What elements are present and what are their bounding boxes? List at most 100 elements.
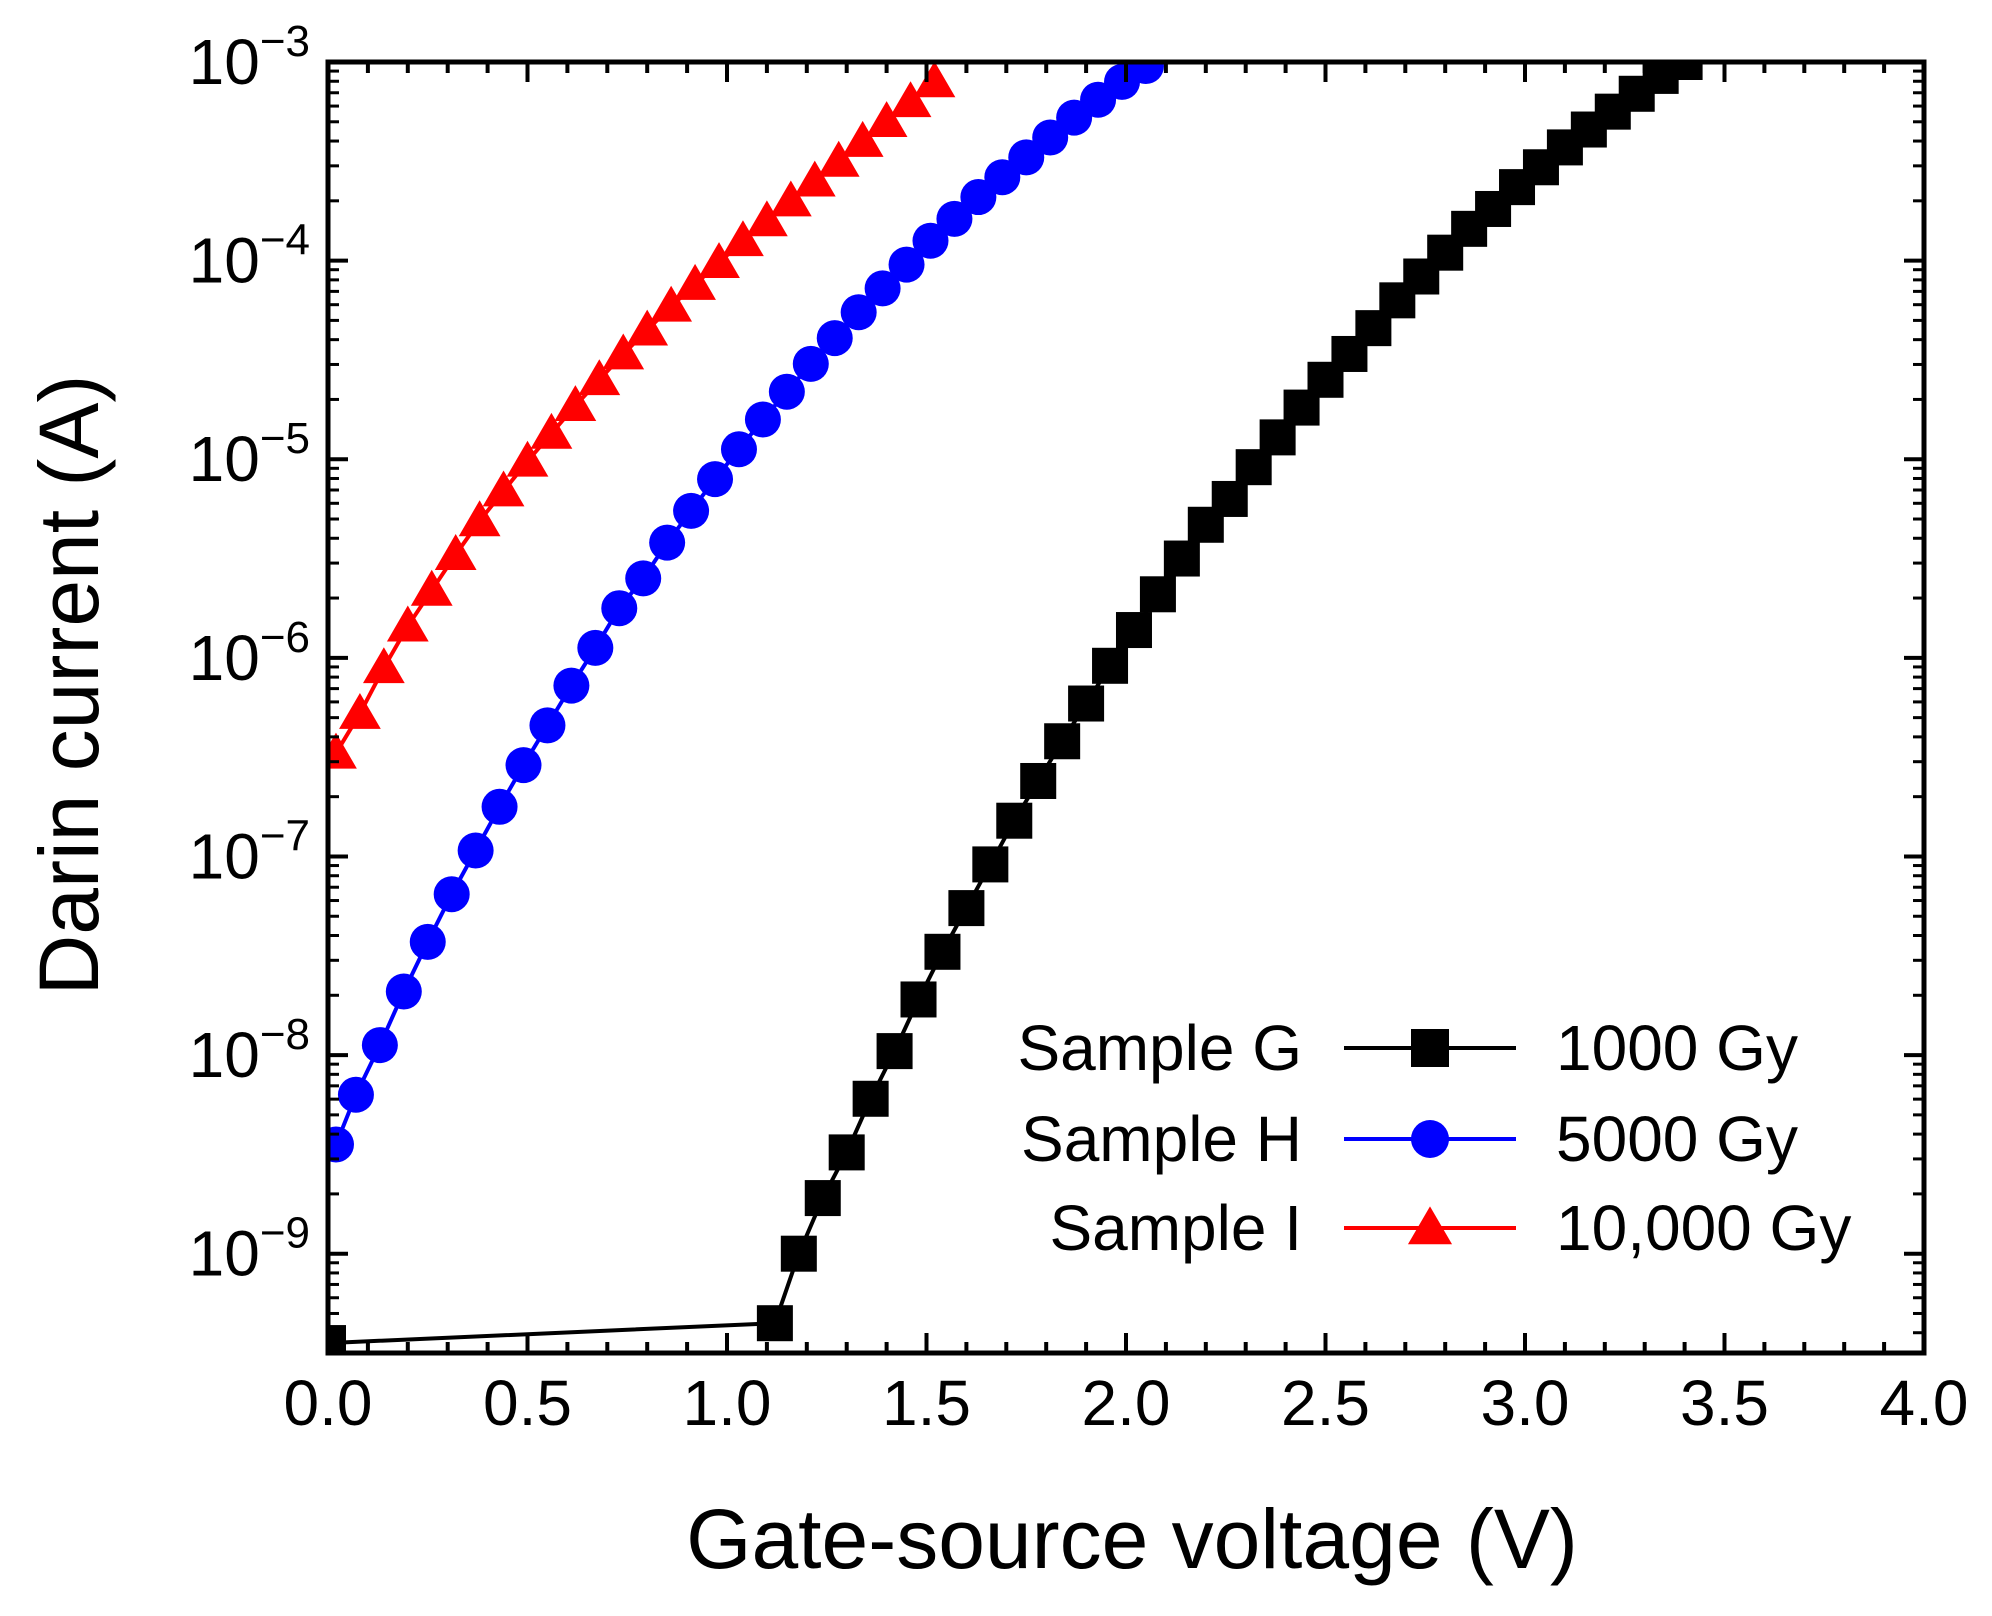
y-tick-label: 10−8 [189,1010,310,1091]
data-point [409,923,446,960]
data-point [889,81,932,118]
data-point [960,179,997,216]
data-point [434,534,477,570]
data-point [792,345,829,382]
data-point [984,159,1021,196]
x-tick-label: 3.5 [1680,1367,1769,1439]
data-point [386,605,429,642]
data-point [506,440,549,477]
data-point [626,309,669,346]
data-point [744,401,781,438]
data-point [756,1305,793,1342]
legend-sample-label: Sample G [1017,1012,1302,1084]
data-point [697,461,734,498]
data-point [553,667,590,704]
x-tick-label: 0.5 [483,1367,572,1439]
x-tick-label: 2.5 [1281,1367,1370,1439]
x-tick-label: 1.5 [882,1367,971,1439]
data-point [649,524,686,561]
data-point [780,1235,817,1272]
data-point [328,1126,354,1163]
data-point [996,802,1033,839]
data-point [768,373,805,410]
data-point [328,732,357,769]
data-point [578,359,621,396]
series-sample-h [328,62,1164,1163]
data-point [1127,62,1164,84]
legend-marker [1407,1206,1453,1245]
x-axis-title: Gate-source voltage (V) [686,1492,1578,1586]
data-point [625,560,662,597]
axes-layer: 0.0 0.5 1.0 1.5 2.0 2.5 3.0 3.5 4.0 10−3 10−4 10−5 1… [189,17,1969,1439]
data-point [1115,612,1152,649]
legend-sample-label: Sample H [1021,1103,1302,1175]
data-point [852,1080,889,1117]
legend-dose-label: 5000 Gy [1556,1103,1798,1175]
data-point [912,222,949,259]
series-sample-g [328,62,1703,1353]
series-line [328,62,1686,1346]
data-point [505,747,542,784]
x-tick-label: 2.0 [1082,1367,1171,1439]
data-point [337,1076,374,1113]
data-point [888,246,925,283]
x-tick-label: 3.0 [1481,1367,1570,1439]
data-point [674,263,716,300]
x-tick-label: 4.0 [1880,1367,1969,1439]
data-point [1044,723,1081,760]
legend-marker [1411,1029,1449,1067]
data-point [385,973,422,1010]
legend: Sample G 1000 Gy Sample H 5000 Gy Sample I 10… [1017,1012,1851,1264]
data-point [722,220,764,257]
data-point [1139,576,1176,613]
data-point [482,470,525,507]
legend-sample-label: Sample I [1049,1192,1302,1264]
data-point [457,832,494,869]
legend-dose-label: 1000 Gy [1556,1012,1798,1084]
data-point [720,431,757,468]
data-point [1020,762,1057,799]
data-point [577,629,614,666]
x-tick-label: 0.0 [284,1367,373,1439]
data-point [339,692,381,729]
data-point [530,412,573,449]
legend-marker [1411,1120,1449,1158]
y-tick-label: 10−5 [189,414,310,495]
data-point [1068,685,1105,722]
data-point [1211,480,1248,517]
data-point [1008,139,1045,176]
y-tick-label: 10−4 [189,216,310,297]
data-point [1032,119,1069,156]
data-point [433,876,470,913]
data-point [601,590,638,627]
data-point [746,200,788,237]
data-point [924,933,961,970]
data-point [828,1134,865,1171]
legend-dose-label: 10,000 Gy [1556,1192,1851,1264]
data-point [529,707,566,744]
data-point [602,333,645,370]
data-point [698,242,740,278]
data-point [554,385,597,421]
data-point [650,285,693,322]
data-point [841,120,884,157]
series-layer [328,62,1703,1353]
data-point [1092,647,1129,684]
data-point [769,180,812,217]
series-line [334,80,936,755]
data-point [840,294,877,331]
data-point [361,1027,398,1064]
y-tick-label: 10−3 [189,17,310,98]
data-point [817,140,860,177]
series-sample-i [328,62,956,769]
data-point [913,62,956,98]
data-point [362,647,405,684]
data-point [865,101,908,137]
data-point [458,500,501,537]
data-point [948,890,985,927]
x-tick-label: 1.0 [683,1367,772,1439]
y-tick-label: 10−9 [189,1209,310,1290]
y-tick-label: 10−7 [189,811,310,892]
data-point [816,320,853,357]
